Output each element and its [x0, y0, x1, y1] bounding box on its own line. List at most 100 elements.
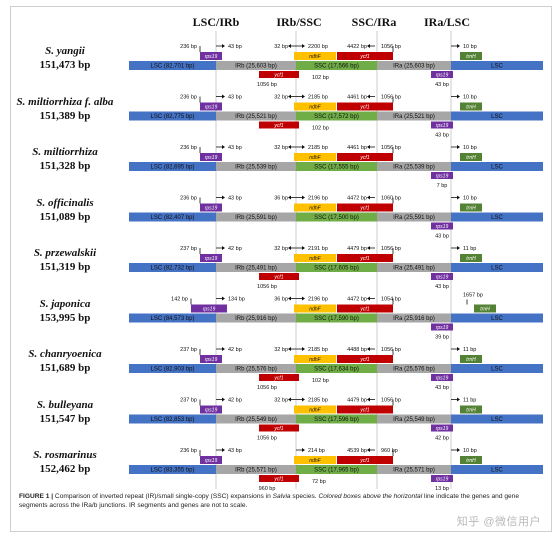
- ycf1-fragment: [259, 71, 299, 78]
- caption-label: FIGURE 1 |: [19, 493, 54, 500]
- trnH-gene: [460, 254, 482, 262]
- rps19-gene: [200, 355, 222, 363]
- irb-segment-label: IRb (25,539 bp): [235, 165, 277, 171]
- ycf1-fragment-length: 1056 bp: [257, 82, 277, 88]
- rps19-ira-length: 13 bp: [435, 486, 449, 492]
- lsc-segment-label: LSC (82,407 bp): [150, 215, 194, 221]
- lsc2-segment: [451, 212, 543, 222]
- lsc-segment-label: LSC (82,732 bp): [150, 266, 194, 272]
- ycf1-fragment-length: 1056 bp: [257, 436, 277, 442]
- ndhF-label: ndhF: [309, 105, 321, 111]
- species-name: S. yangii: [45, 45, 85, 57]
- rps19-left-length: 236 bp: [180, 95, 197, 101]
- rps19-label: rps19: [205, 408, 218, 414]
- ycf1-right-length: 1056 bp: [381, 347, 401, 353]
- genome-size: 151,473 bp: [39, 59, 91, 71]
- ndhF-left-arrow-head: [288, 44, 291, 48]
- ndhF-left-length: 32 bp: [274, 398, 288, 404]
- ycf1-fragment-length: 1056 bp: [257, 284, 277, 290]
- rps19-label: rps19: [205, 54, 218, 60]
- ycf1-gene: [337, 405, 393, 414]
- ira-segment-label: IRa (25,539 bp): [393, 165, 435, 171]
- lsc2-segment: [451, 465, 543, 474]
- ycf1-right-length: 1056 bp: [381, 44, 401, 50]
- trnH-label: trnH: [466, 54, 476, 60]
- ycf1-fragment-label: ycf1: [273, 275, 283, 281]
- ycf1-right-length: 1056 bp: [381, 145, 401, 151]
- lsc2-segment-label: LSC: [491, 367, 503, 373]
- rps19-left-length: 236 bp: [180, 196, 197, 202]
- header-lsc-irb: LSC/IRb: [192, 15, 240, 29]
- ndhF-gene: [294, 405, 336, 414]
- genome-size: 151,689 bp: [39, 362, 91, 374]
- irb-segment: [216, 313, 296, 323]
- rps19-gene: [200, 102, 222, 111]
- ndhF-left-length: 32 bp: [274, 44, 288, 50]
- rps19-ira-gene: [431, 424, 453, 432]
- ssc-segment: [296, 414, 377, 424]
- lsc2-segment: [451, 414, 543, 424]
- irb-segment-label: IRb (25,491 bp): [235, 266, 277, 272]
- genome-size: 151,319 bp: [39, 261, 91, 273]
- ndhF-left-arrow-head: [288, 246, 291, 250]
- lsc2-segment: [451, 162, 543, 171]
- ndhF-length: 2196 bp: [308, 297, 328, 303]
- ycf1-left-arrow-head: [367, 246, 370, 250]
- ycf1-fragment-label: ycf1: [273, 123, 283, 129]
- rps19-ira-gene: [431, 323, 453, 331]
- rps19-ira-length: 43 bp: [435, 385, 449, 391]
- rps19-ira-label: rps19: [436, 477, 449, 483]
- species-name: S. przewalskii: [33, 247, 97, 259]
- ycf1-right-length: 1054 bp: [381, 297, 401, 303]
- ndhF-left-arrow-head: [288, 145, 291, 149]
- trnH-gene: [460, 102, 482, 111]
- rps19-gene: [191, 304, 227, 313]
- ndhF-label: ndhF: [309, 307, 321, 313]
- rps19-right-arrow-head: [222, 296, 225, 301]
- ssc-segment: [296, 313, 377, 323]
- header-irb-ssc: IRb/SSC: [276, 15, 322, 29]
- ycf1-fragment-right-length: 102 bp: [312, 75, 329, 81]
- ycf1-right-length: 1056 bp: [381, 398, 401, 404]
- lsc2-segment-label: LSC: [491, 165, 503, 171]
- rps19-gene: [200, 203, 222, 212]
- ycf1-left-length: 4479 bp: [347, 246, 367, 252]
- rps19-right-arrow-head: [222, 44, 225, 48]
- lsc2-segment-label: LSC: [491, 316, 503, 322]
- rps19-right-length: 42 bp: [228, 347, 242, 353]
- ssc-segment-label: SSC (17,566 bp): [314, 64, 359, 70]
- ycf1-label: ycf1: [359, 458, 369, 464]
- trnH-gene: [460, 405, 482, 414]
- ycf1-left-arrow-head: [367, 94, 370, 99]
- lsc2-segment-label: LSC: [491, 64, 503, 70]
- ycf1-left-arrow-head: [367, 44, 370, 48]
- ndhF-right-arrow-head: [302, 145, 305, 149]
- trnH-length: 10 bp: [463, 145, 477, 151]
- header-ssc-ira: SSC/IRa: [351, 15, 397, 29]
- ira-segment: [377, 465, 451, 474]
- lsc2-segment-label: LSC: [491, 468, 503, 474]
- ndhF-length: 2200 bp: [308, 44, 328, 50]
- ira-segment: [377, 364, 451, 373]
- ndhF-gene: [294, 355, 336, 363]
- rps19-label: rps19: [205, 458, 218, 464]
- ycf1-right-length: 1056 bp: [381, 246, 401, 252]
- irb-segment: [216, 111, 296, 121]
- rps19-label: rps19: [203, 307, 216, 313]
- ycf1-fragment: [259, 424, 299, 432]
- ycf1-label: ycf1: [359, 256, 369, 262]
- ndhF-right-arrow-head: [302, 44, 305, 48]
- header-ira-lsc: IRa/LSC: [423, 15, 471, 29]
- trnH-length: 10 bp: [463, 448, 477, 454]
- trnH-arrow-head: [457, 347, 460, 351]
- ycf1-fragment: [259, 121, 299, 129]
- ira-segment: [377, 313, 451, 323]
- genome-size: 152,462 bp: [39, 463, 91, 475]
- irb-segment-label: IRb (25,571 bp): [235, 468, 277, 474]
- rps19-right-length: 134 bp: [228, 297, 245, 303]
- ssc-segment-label: SSC (17,500 bp): [314, 215, 359, 221]
- ycf1-label: ycf1: [359, 54, 369, 60]
- junction-diagram: LSC (82,701 bp) IRb (25,603 bp) SSC (17,56…: [129, 31, 543, 492]
- ndhF-length: 2185 bp: [308, 95, 328, 101]
- lsc-segment: [129, 313, 216, 323]
